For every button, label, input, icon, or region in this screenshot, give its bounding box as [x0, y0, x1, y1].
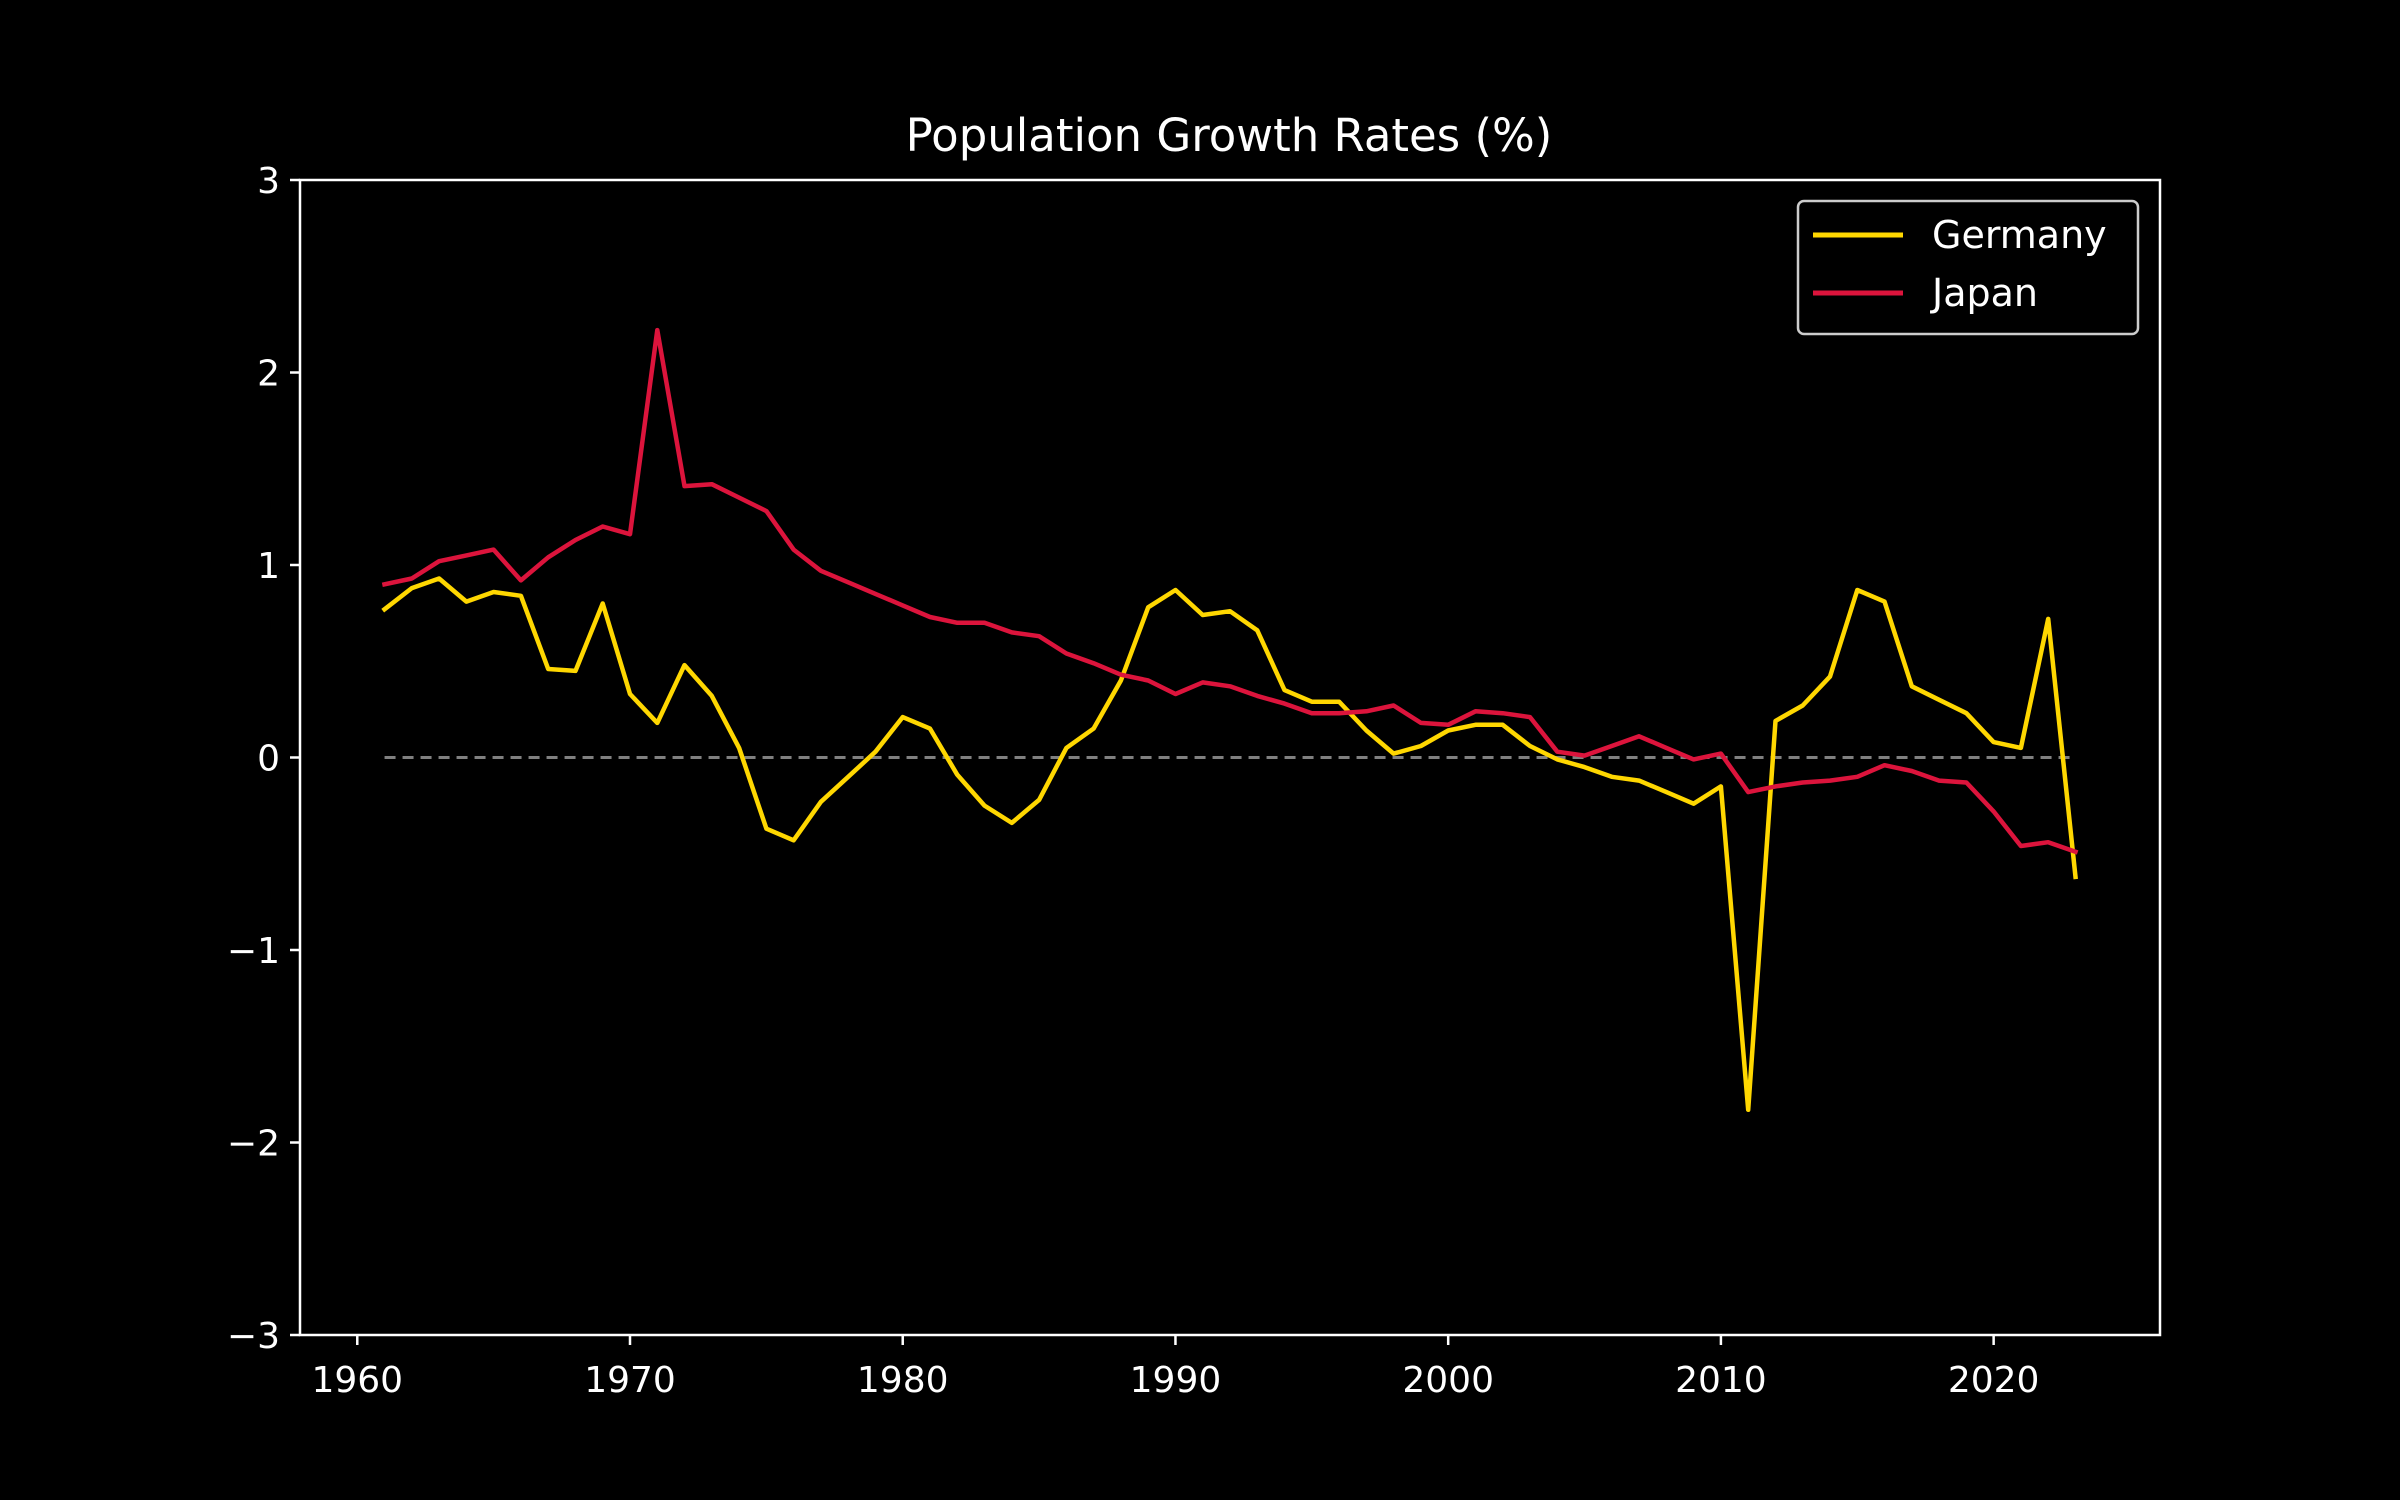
y-tick-label: 0 — [257, 739, 280, 780]
chart-title: Population Growth Rates (%) — [906, 109, 1553, 162]
series-layer — [381, 327, 2079, 1113]
plot-frame — [298, 178, 2162, 1337]
series-line-japan — [381, 327, 2079, 855]
x-tick-label: 1970 — [584, 1360, 676, 1401]
y-tick-label: −2 — [227, 1124, 280, 1165]
y-tick-label: 2 — [257, 354, 280, 395]
legend-label-germany: Germany — [1932, 213, 2107, 257]
y-tick-label: 1 — [257, 546, 280, 587]
x-tick-label: 1980 — [857, 1360, 949, 1401]
y-tick-label: 3 — [257, 161, 280, 202]
x-tick-label: 2010 — [1675, 1360, 1767, 1401]
x-tick-label: 1990 — [1130, 1360, 1222, 1401]
y-tick-label: −3 — [227, 1316, 280, 1357]
x-tick-label: 2000 — [1402, 1360, 1494, 1401]
legend-label-japan: Japan — [1930, 271, 2038, 315]
y-tick-label: −1 — [227, 931, 280, 972]
legend: Germany Japan — [1796, 199, 2140, 336]
series-line-germany — [381, 576, 2078, 1113]
x-tick-label: 1960 — [311, 1360, 403, 1401]
x-tick-label: 2020 — [1948, 1360, 2040, 1401]
x-axis: 1960 1970 1980 1990 2000 2010 2020 — [311, 1335, 2039, 1401]
y-axis: −3 −2 −1 0 1 2 3 — [227, 161, 300, 1357]
